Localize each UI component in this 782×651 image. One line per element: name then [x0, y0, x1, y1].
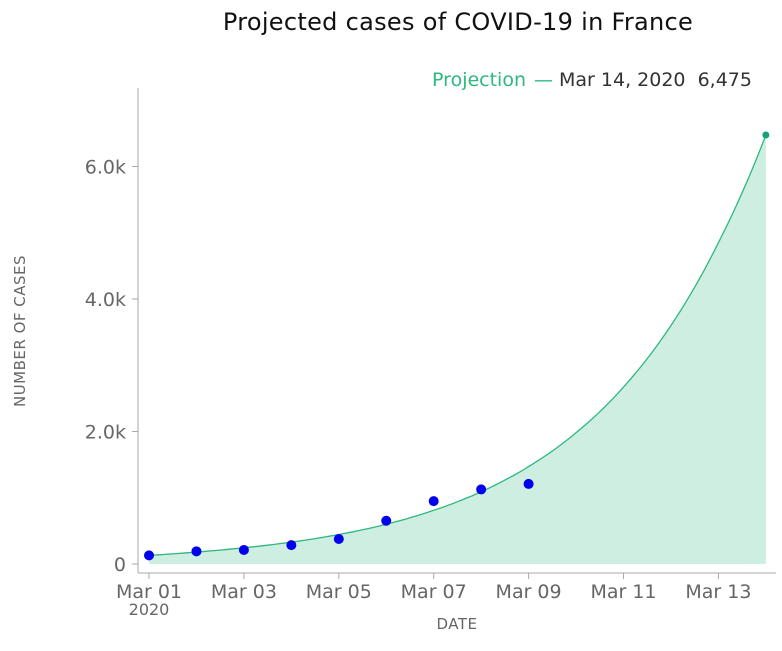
legend: Projection — Mar 14, 2020 6,475: [432, 69, 752, 91]
legend-value: 6,475: [697, 69, 752, 91]
projection-line: [148, 134, 767, 557]
y-ticks: 0 2.0k 4.0k 6.0k: [85, 157, 138, 576]
observed-point: [428, 496, 439, 507]
x-tick-label: Mar 05: [306, 581, 372, 603]
x-tick-label: Mar 11: [590, 581, 656, 603]
observed-point: [191, 546, 202, 557]
observed-point: [144, 550, 154, 561]
legend-date: Mar 14, 2020: [559, 69, 686, 91]
legend-separator: —: [534, 69, 553, 91]
observed-point: [476, 484, 487, 495]
legend-series-label: Projection: [432, 69, 526, 91]
observed-point: [286, 540, 297, 551]
chart-title: Projected cases of COVID-19 in France: [222, 8, 694, 36]
x-ticks: Mar 01 Mar 03 Mar 05 Mar 07 Mar 09 Mar 11 Mar …: [116, 573, 751, 603]
x-tick-label: Mar 13: [685, 581, 751, 603]
y-tick-label: 6.0k: [85, 157, 126, 179]
plot-area: [144, 131, 770, 564]
observed-point: [238, 544, 249, 555]
projection-endpoint: [762, 131, 770, 139]
x-tick-label: Mar 01: [116, 581, 182, 603]
x-tick-label: Mar 09: [496, 581, 562, 603]
x-axis-label: DATE: [436, 615, 477, 633]
observed-point: [333, 534, 344, 545]
y-tick-label: 2.0k: [85, 422, 126, 444]
y-axis-label: NUMBER OF CASES: [11, 255, 29, 407]
x-tick-label: Mar 07: [401, 581, 467, 603]
observed-point: [381, 515, 392, 526]
x-tick-sublabel: 2020: [129, 600, 170, 619]
observed-point: [523, 478, 534, 489]
y-tick-label: 4.0k: [85, 289, 126, 311]
projection-area: [149, 135, 766, 564]
x-tick-label: Mar 03: [211, 581, 277, 603]
y-tick-label: 0: [114, 554, 126, 576]
